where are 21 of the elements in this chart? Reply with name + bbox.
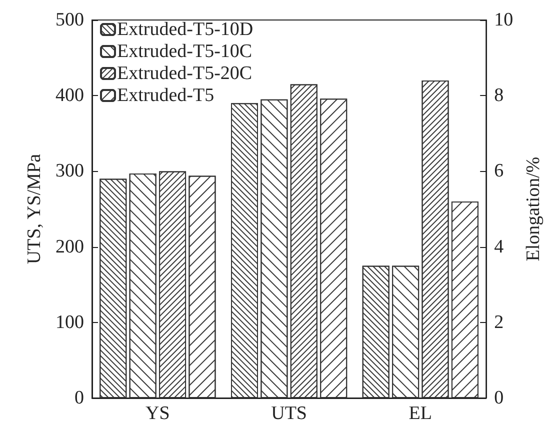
y-tick-label: 100 [56, 312, 84, 333]
x-tick-label: EL [408, 403, 432, 423]
legend-label: Extruded-T5 [117, 85, 214, 106]
legend-label: Extruded-T5-10D [117, 19, 254, 40]
y2-tick-label: 8 [494, 85, 504, 106]
y-tick-label: 500 [56, 10, 84, 30]
y2-tick-label: 4 [494, 236, 504, 258]
legend-label: Extruded-T5-20C [117, 63, 252, 84]
x-tick-label: YS [146, 403, 170, 423]
y-axis-title: UTS, YS/MPa [24, 153, 45, 264]
y2-tick-label: 6 [494, 160, 504, 182]
x-tick-label: UTS [271, 403, 308, 423]
y-tick-label: 200 [56, 236, 84, 258]
y2-tick-label: 10 [494, 10, 514, 30]
y2-axis-title: Elongation/% [523, 156, 544, 262]
y2-tick-label: 0 [494, 388, 504, 408]
y-tick-label: 300 [56, 160, 84, 182]
y-tick-label: 0 [74, 388, 84, 408]
y-tick-label: 400 [56, 85, 84, 106]
legend-label: Extruded-T5-10C [117, 41, 252, 62]
y2-tick-label: 2 [494, 312, 504, 333]
